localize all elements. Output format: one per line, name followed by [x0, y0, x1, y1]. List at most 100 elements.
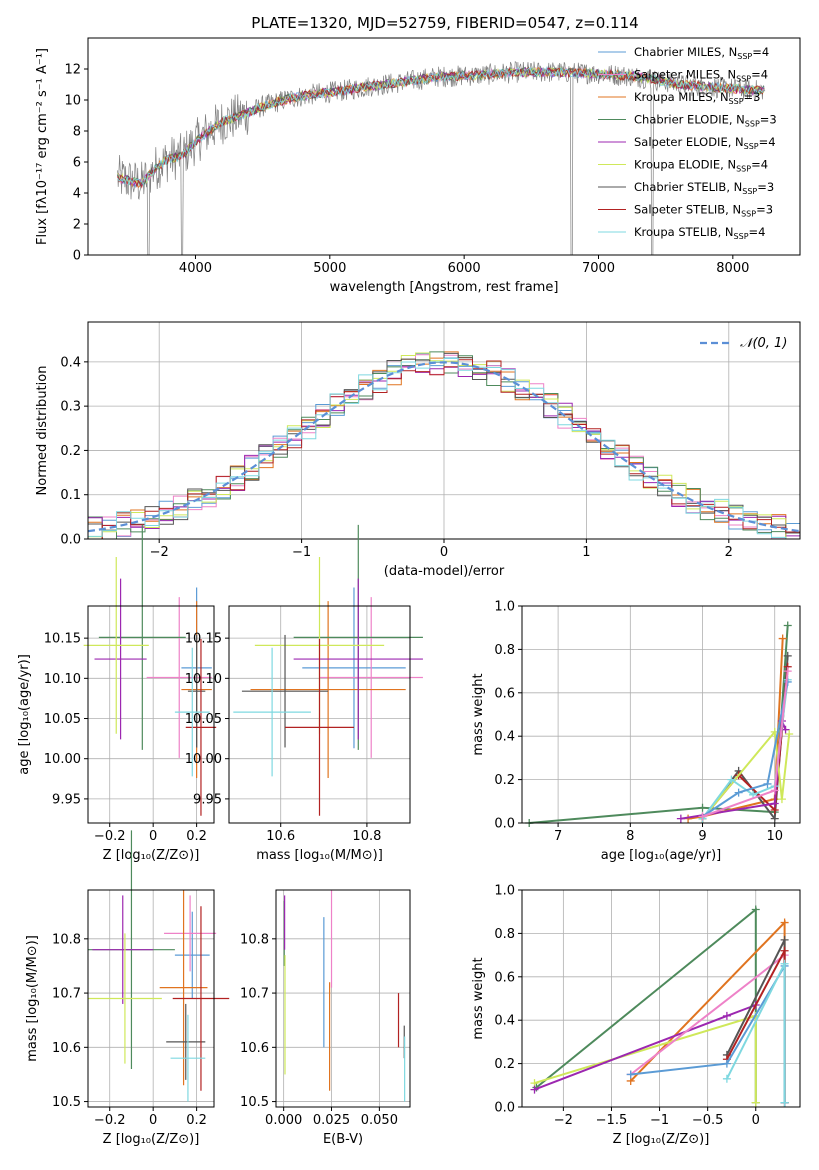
y-tick-label: 0.6	[494, 686, 515, 701]
x-tick-label: 7	[554, 829, 562, 844]
y-tick-label: 10.7	[52, 987, 81, 1002]
x-tick-label: 8000	[716, 261, 749, 276]
weight-point-marker	[770, 799, 779, 808]
weight-point-marker	[751, 905, 760, 914]
x-tick-label: 4000	[179, 261, 212, 276]
x-tick-label: −2	[554, 1113, 573, 1128]
weight-point-marker	[698, 803, 707, 812]
y-tick-label: 10.5	[240, 1095, 269, 1110]
y-tick-label: 10.00	[44, 752, 81, 767]
weight-point-marker	[783, 667, 792, 676]
y-tick-label: 0.4	[494, 730, 515, 745]
y-tick-label: 0.3	[60, 400, 81, 415]
y-tick-label: 10.15	[44, 632, 81, 647]
y-tick-label: 10.10	[185, 672, 222, 687]
x-tick-label: 0.025	[313, 1113, 350, 1128]
weight-point-marker	[780, 946, 789, 955]
y-tick-label: 0.4	[494, 1014, 515, 1029]
weight-point-marker	[722, 1074, 731, 1083]
axes-frame	[87, 605, 215, 824]
legend-entry: Chabrier MILES, NSSP=4	[634, 45, 769, 61]
y-tick-label: 10	[64, 94, 81, 109]
gaussian-reference-curve	[87, 361, 801, 533]
legend-entry: Kroupa STELIB, NSSP=4	[634, 225, 765, 241]
x-tick-label: 10	[766, 829, 783, 844]
axes-frame	[521, 605, 801, 824]
x-axis-label: mass [log₁₀(M/M⊙)]	[256, 848, 383, 863]
y-tick-label: 10.05	[44, 712, 81, 727]
y-tick-label: 4	[73, 187, 81, 202]
x-tick-label: 0.000	[265, 1113, 302, 1128]
y-tick-label: 0.0	[494, 1101, 515, 1116]
y-tick-label: 10.15	[185, 632, 222, 647]
x-tick-label: 0.2	[186, 1113, 207, 1128]
weight-point-marker	[722, 1059, 731, 1068]
x-tick-label: 0	[440, 545, 448, 560]
histogram-step-line	[88, 358, 800, 540]
y-tick-label: 0.6	[494, 970, 515, 985]
y-axis-label: age [log₁₀(age/yr)]	[17, 654, 32, 775]
y-tick-label: 12	[64, 63, 81, 78]
y-tick-label: 10.00	[185, 752, 222, 767]
axes-frame	[87, 889, 215, 1108]
weight-point-marker	[698, 812, 707, 821]
x-tick-label: 10.6	[266, 829, 295, 844]
x-tick-label: 0.2	[186, 829, 207, 844]
weight-series-line	[534, 1014, 757, 1103]
y-tick-label: 6	[73, 156, 81, 171]
y-tick-label: 9.95	[52, 792, 81, 807]
weight-series-line	[534, 1004, 757, 1091]
weight-point-marker	[676, 814, 685, 823]
weight-series-line	[529, 625, 789, 824]
x-tick-label: −1.5	[596, 1113, 628, 1128]
y-tick-label: 10.7	[240, 987, 269, 1002]
mass-weight-vs-age-panel: 7 8 9 10 0.0 0.2 0.4 0.6 0.8 1.0 age [log₁₀(age/yr…	[471, 600, 801, 863]
x-tick-label: −0.2	[94, 1113, 126, 1128]
y-axis-label: Normed distribution	[35, 366, 50, 496]
y-axis-label: mass weight	[471, 673, 486, 755]
y-tick-label: 0.4	[60, 355, 81, 370]
legend-entry: Kroupa MILES, NSSP=3	[634, 90, 760, 106]
legend-entry: Chabrier STELIB, NSSP=3	[634, 180, 774, 196]
y-tick-label: 1.0	[494, 884, 515, 899]
y-tick-label: 8	[73, 125, 81, 140]
y-tick-label: 10.05	[185, 712, 222, 727]
y-tick-label: 9.95	[193, 792, 222, 807]
age-vs-metallicity-panel: −0.2 0 0.2 9.95 10.00 10.05 10.10 10.15 Z [log₁₀…	[17, 524, 217, 863]
y-axis-label: mass weight	[471, 957, 486, 1039]
x-axis-label: Z [log₁₀(Z/Z⊙)]	[103, 1132, 200, 1147]
y-axis-label: Flux [fλ10⁻¹⁷ erg cm⁻² s⁻¹ A⁻¹]	[35, 48, 50, 245]
weight-point-marker	[763, 779, 772, 788]
legend-entry: Salpeter ELODIE, NSSP=4	[634, 135, 776, 151]
y-tick-label: 0	[73, 249, 81, 264]
weight-point-marker	[783, 621, 792, 630]
axes-frame	[275, 889, 411, 1108]
y-tick-label: 10.5	[52, 1095, 81, 1110]
x-tick-label: 6000	[448, 261, 481, 276]
x-axis-label: E(B-V)	[323, 1132, 363, 1147]
weight-point-marker	[626, 1070, 635, 1079]
mass-vs-metallicity-panel: −0.2 0 0.2 10.5 10.6 10.7 10.8 Z [log₁₀(Z/Z⊙)] m…	[25, 830, 230, 1147]
x-tick-label: −0.5	[692, 1113, 724, 1128]
x-axis-label: (data-model)/error	[384, 564, 505, 579]
x-tick-label: 10.8	[352, 829, 381, 844]
weight-point-marker	[722, 1011, 731, 1020]
axes-frame	[228, 605, 411, 824]
y-axis-label: mass [log₁₀(M/M⊙)]	[25, 935, 40, 1062]
legend-entry: Chabrier ELODIE, NSSP=3	[634, 113, 777, 129]
weight-point-marker	[785, 730, 794, 739]
y-tick-label: 0.2	[494, 773, 515, 788]
weight-point-marker	[780, 959, 789, 968]
figure-title: PLATE=1320, MJD=52759, FIBERID=0547, z=0…	[251, 14, 638, 32]
model-spectrum-line	[117, 66, 765, 187]
x-tick-label: 5000	[313, 261, 346, 276]
weight-point-marker	[780, 1098, 789, 1107]
weight-point-marker	[783, 651, 792, 660]
x-tick-label: 0	[149, 829, 157, 844]
axes-frame	[87, 37, 801, 256]
x-tick-label: 7000	[582, 261, 615, 276]
x-tick-label: 0	[752, 1113, 760, 1128]
legend-entry: Salpeter STELIB, NSSP=3	[634, 203, 773, 219]
x-tick-label: −1	[650, 1113, 669, 1128]
